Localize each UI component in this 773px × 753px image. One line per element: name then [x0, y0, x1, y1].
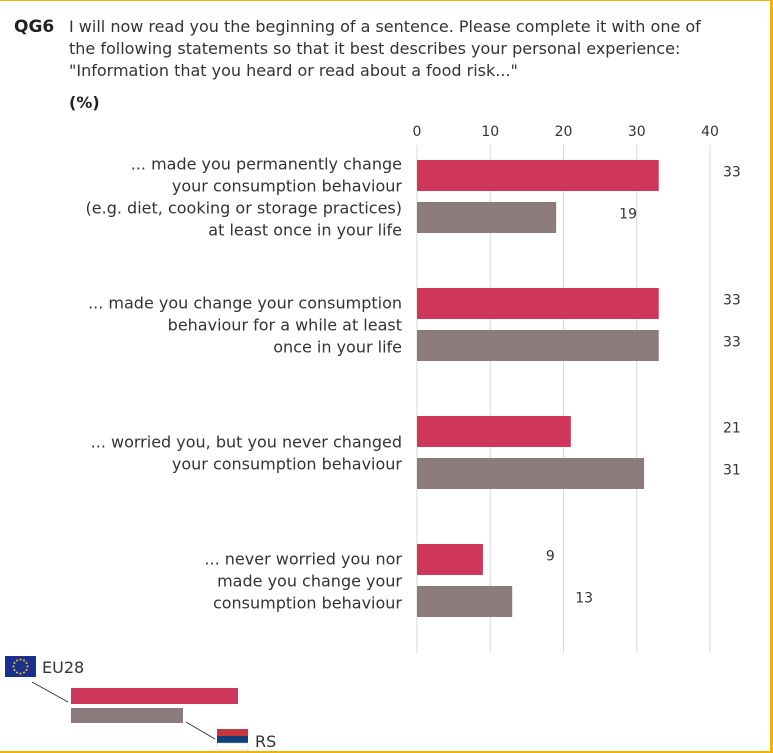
eu-flag-icon	[5, 656, 36, 677]
eu-flag-star	[13, 669, 16, 671]
tick-label: 30	[628, 124, 646, 140]
eu-flag-star	[26, 665, 29, 668]
category-label: your consumption behaviour	[172, 455, 403, 474]
data-label: 19	[619, 207, 637, 223]
bar-eu28	[417, 288, 659, 319]
eu-flag-star	[25, 669, 28, 671]
rs-flag-stripe	[217, 736, 248, 743]
category-label: ... worried you, but you never changed	[91, 433, 402, 452]
data-label: 31	[723, 463, 741, 479]
category-label: behaviour for a while at least	[168, 316, 402, 335]
bar-rs	[417, 330, 659, 361]
category-label: ... made you permanently change	[131, 155, 402, 174]
category-label: (e.g. diet, cooking or storage practices…	[86, 199, 402, 218]
legend-swatch-rs	[71, 708, 183, 723]
category-label: ... never worried you nor	[204, 550, 402, 569]
category-label: your consumption behaviour	[172, 177, 403, 196]
question-line: I will now read you the beginning of a s…	[69, 17, 701, 36]
eu-flag-star	[23, 671, 25, 674]
category-label: once in your life	[273, 338, 402, 357]
legend-label-eu28: EU28	[42, 658, 84, 677]
legend-leader-eu28	[31, 681, 69, 703]
bar-eu28	[417, 416, 571, 447]
data-label: 9	[546, 549, 555, 565]
eu-flag-star	[19, 658, 22, 661]
bar-rs	[417, 586, 513, 617]
eu-flag-star	[16, 671, 18, 674]
frame-bottom-edge	[0, 751, 773, 753]
legend-label-rs: RS	[255, 732, 276, 751]
eu-flag-star	[12, 665, 15, 668]
eu-flag-star	[19, 672, 22, 675]
unit-label: (%)	[69, 93, 100, 112]
legend-leader-rs	[185, 721, 216, 740]
bar-rs	[417, 458, 645, 489]
question-code: QG6	[14, 17, 55, 37]
question-text: I will now read you the beginning of a s…	[69, 16, 749, 82]
bar-rs	[417, 202, 557, 233]
category-label: at least once in your life	[208, 221, 402, 240]
eu-flag-star	[23, 659, 25, 662]
data-label: 33	[723, 293, 741, 309]
data-label: 33	[723, 165, 741, 181]
data-label: 33	[723, 335, 741, 351]
category-label: ... made you change your consumption	[88, 294, 402, 313]
eu-flag-star	[16, 659, 18, 662]
eu-flag-star	[25, 662, 28, 664]
bar-eu28	[417, 544, 483, 575]
data-label: 13	[575, 591, 593, 607]
bar-chart: 0 10 20 30 40 33 19 ... made you permanently ch…	[5, 124, 741, 751]
eu-flag-star	[13, 662, 16, 664]
rs-flag-icon	[217, 729, 248, 736]
tick-label: 20	[555, 124, 573, 140]
question-line: "Information that you heard or read abou…	[69, 61, 518, 80]
tick-label: 10	[481, 124, 499, 140]
rs-flag-stripe	[216, 742, 249, 751]
tick-label: 0	[413, 124, 422, 140]
question-line: the following statements so that it best…	[69, 39, 681, 58]
category-label: made you change your	[217, 572, 402, 591]
legend-swatch-eu28	[71, 688, 238, 704]
category-label: consumption behaviour	[213, 594, 402, 613]
bar-eu28	[417, 160, 659, 191]
frame-right-edge	[771, 0, 773, 753]
data-label: 21	[723, 421, 741, 437]
tick-label: 40	[701, 124, 719, 140]
